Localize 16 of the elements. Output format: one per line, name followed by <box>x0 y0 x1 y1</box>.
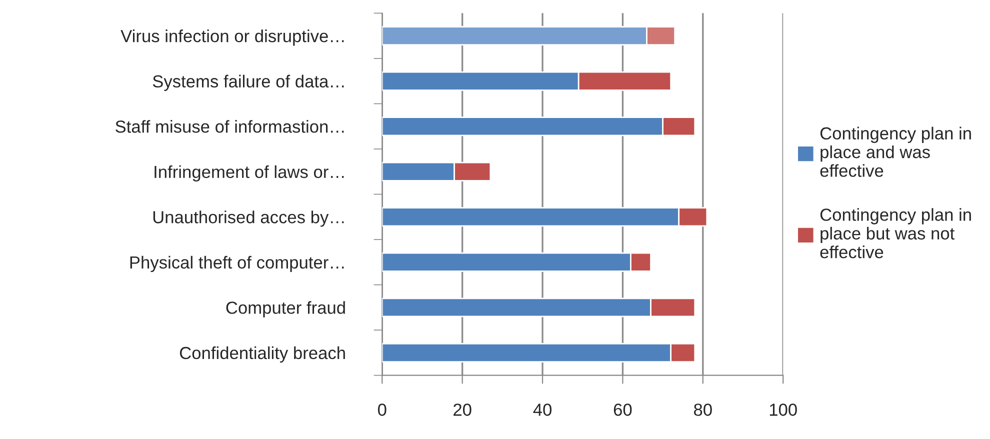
legend-label: Contingency plan in place but was not effective <box>820 208 971 258</box>
y-tick-label: Systems failure of data… <box>152 74 344 91</box>
x-tick-label: 20 <box>454 404 472 416</box>
x-tick-label: 80 <box>694 404 712 416</box>
legend-label: Contingency plan in place and was effective <box>820 126 971 177</box>
x-tick-label: 60 <box>614 404 632 416</box>
y-tick-label: Physical theft of computer… <box>130 256 344 272</box>
y-tick-label: Confidentiality breach <box>180 346 345 363</box>
y-tick-label: Infringement of laws or… <box>154 165 344 182</box>
y-tick-label: Staff misuse of informastion… <box>116 120 344 133</box>
y-tick-label: Virus infection or disruptive… <box>120 30 344 46</box>
y-tick-label: Unauthorised acces by… <box>153 210 344 227</box>
x-tick-label: 0 <box>378 404 386 416</box>
y-tick-label: Computer fraud <box>226 301 345 318</box>
x-tick-label: 100 <box>770 404 797 416</box>
x-tick-label: 40 <box>533 404 552 416</box>
